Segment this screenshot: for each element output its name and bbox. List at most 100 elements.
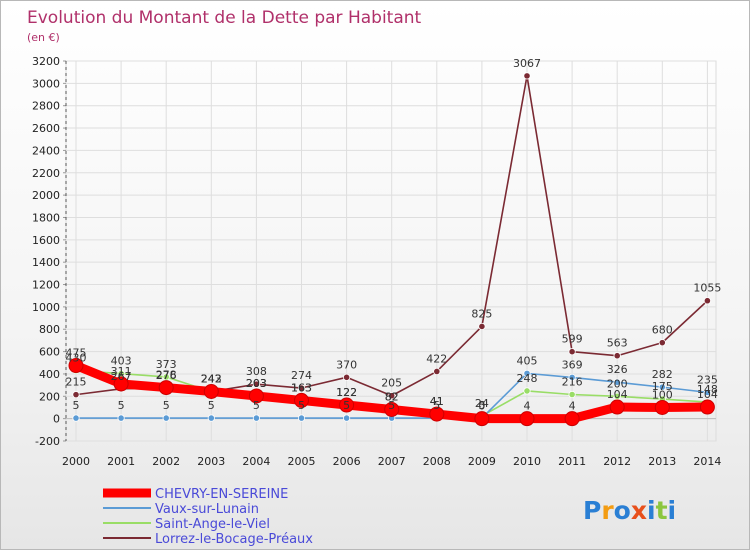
data-label: 5 [388, 399, 395, 412]
data-point [523, 72, 531, 80]
data-label: 82 [385, 390, 399, 403]
y-tick-label: 200 [39, 390, 60, 403]
data-point [564, 411, 580, 427]
data-label: 5 [343, 399, 350, 412]
data-label: 5 [208, 399, 215, 412]
data-point [568, 348, 576, 356]
x-tick-label: 2004 [242, 455, 270, 468]
x-tick-label: 2013 [648, 455, 676, 468]
data-point [162, 414, 170, 422]
y-tick-label: 2000 [32, 189, 60, 202]
data-point [158, 380, 174, 396]
legend-label: CHEVRY-EN-SEREINE [155, 487, 288, 502]
legend-label: Lorrez-le-Bocage-Préaux [155, 532, 313, 547]
data-label: 405 [517, 354, 538, 367]
data-point [609, 399, 625, 415]
data-label: 82 [385, 390, 399, 403]
y-tick-label: 1000 [32, 301, 60, 314]
x-tick-label: 2003 [197, 455, 225, 468]
data-label: 422 [426, 352, 447, 365]
data-label: 5 [163, 399, 170, 412]
data-label: 430 [66, 352, 87, 365]
data-label: 1055 [693, 282, 721, 295]
data-point [429, 406, 445, 422]
data-label: 175 [652, 380, 673, 393]
x-tick-label: 2009 [468, 455, 496, 468]
data-point [613, 378, 621, 386]
y-tick-label: 2400 [32, 144, 60, 157]
data-point [297, 414, 306, 422]
x-tick-label: 2002 [152, 455, 180, 468]
data-label: 235 [697, 373, 718, 386]
data-point [203, 383, 219, 399]
y-tick-label: 1800 [32, 211, 60, 224]
data-label: 680 [652, 324, 673, 337]
data-point [613, 392, 621, 400]
data-label: 274 [291, 369, 312, 382]
data-label: 148 [697, 383, 718, 396]
y-tick-label: 400 [39, 368, 60, 381]
data-label: 267 [111, 370, 132, 383]
y-tick-label: 3000 [32, 77, 60, 90]
data-label: 200 [607, 377, 628, 390]
data-label: 563 [607, 337, 628, 350]
data-point [339, 397, 355, 413]
data-point [297, 384, 306, 392]
x-tick-label: 2000 [62, 455, 90, 468]
x-tick-label: 2011 [558, 455, 586, 468]
x-tick-label: 2010 [513, 455, 541, 468]
logo-letter: o [614, 496, 631, 525]
chart-subtitle: (en €) [27, 31, 60, 44]
data-label: 370 [336, 358, 357, 371]
data-label: 163 [291, 381, 312, 394]
data-point [72, 414, 80, 422]
data-label: 243 [201, 372, 222, 385]
data-point [72, 391, 80, 399]
data-point [388, 392, 396, 400]
data-label: 825 [471, 307, 492, 320]
data-label: 205 [381, 377, 402, 390]
data-label: 5 [118, 399, 125, 412]
legend: CHEVRY-EN-SEREINEVaux-sur-LunainSaint-An… [103, 487, 313, 547]
data-point [654, 399, 670, 415]
data-point [342, 373, 351, 381]
x-tick-label: 2001 [107, 455, 135, 468]
y-tick-label: 2800 [32, 100, 60, 113]
data-point [703, 388, 712, 396]
data-label: 100 [652, 388, 673, 401]
legend-label: Vaux-sur-Lunain [155, 502, 259, 517]
data-label: 203 [246, 377, 267, 390]
axes: -200020040060080010001200140016001800200… [32, 55, 721, 468]
data-point [113, 376, 129, 392]
data-point [568, 373, 576, 382]
data-label: 5 [298, 399, 305, 412]
data-label: 278 [156, 369, 177, 382]
data-point [519, 411, 535, 427]
data-point [384, 401, 400, 417]
logo-letter: i [668, 496, 677, 525]
y-tick-label: 0 [53, 413, 60, 426]
data-label: 5 [478, 399, 485, 412]
data-label: 216 [562, 376, 583, 389]
data-point [523, 369, 531, 377]
logo-letter: x [631, 496, 647, 525]
data-point [613, 352, 621, 360]
y-tick-label: 1400 [32, 256, 60, 269]
data-point [699, 399, 715, 415]
data-label: 0 [478, 400, 485, 413]
data-label: 248 [517, 372, 538, 385]
x-tick-label: 2008 [423, 455, 451, 468]
data-label: 104 [607, 388, 628, 401]
y-tick-label: 1200 [32, 279, 60, 292]
data-point [568, 390, 576, 399]
data-point [252, 414, 260, 422]
logo-letter: P [583, 496, 601, 525]
x-tick-label: 2014 [693, 455, 721, 468]
grid-lines [65, 60, 717, 442]
chart-title: Evolution du Montant de la Dette par Hab… [27, 8, 422, 28]
data-label: 41 [430, 395, 444, 408]
y-tick-label: 800 [39, 323, 60, 336]
logo-letter: r [601, 496, 614, 525]
